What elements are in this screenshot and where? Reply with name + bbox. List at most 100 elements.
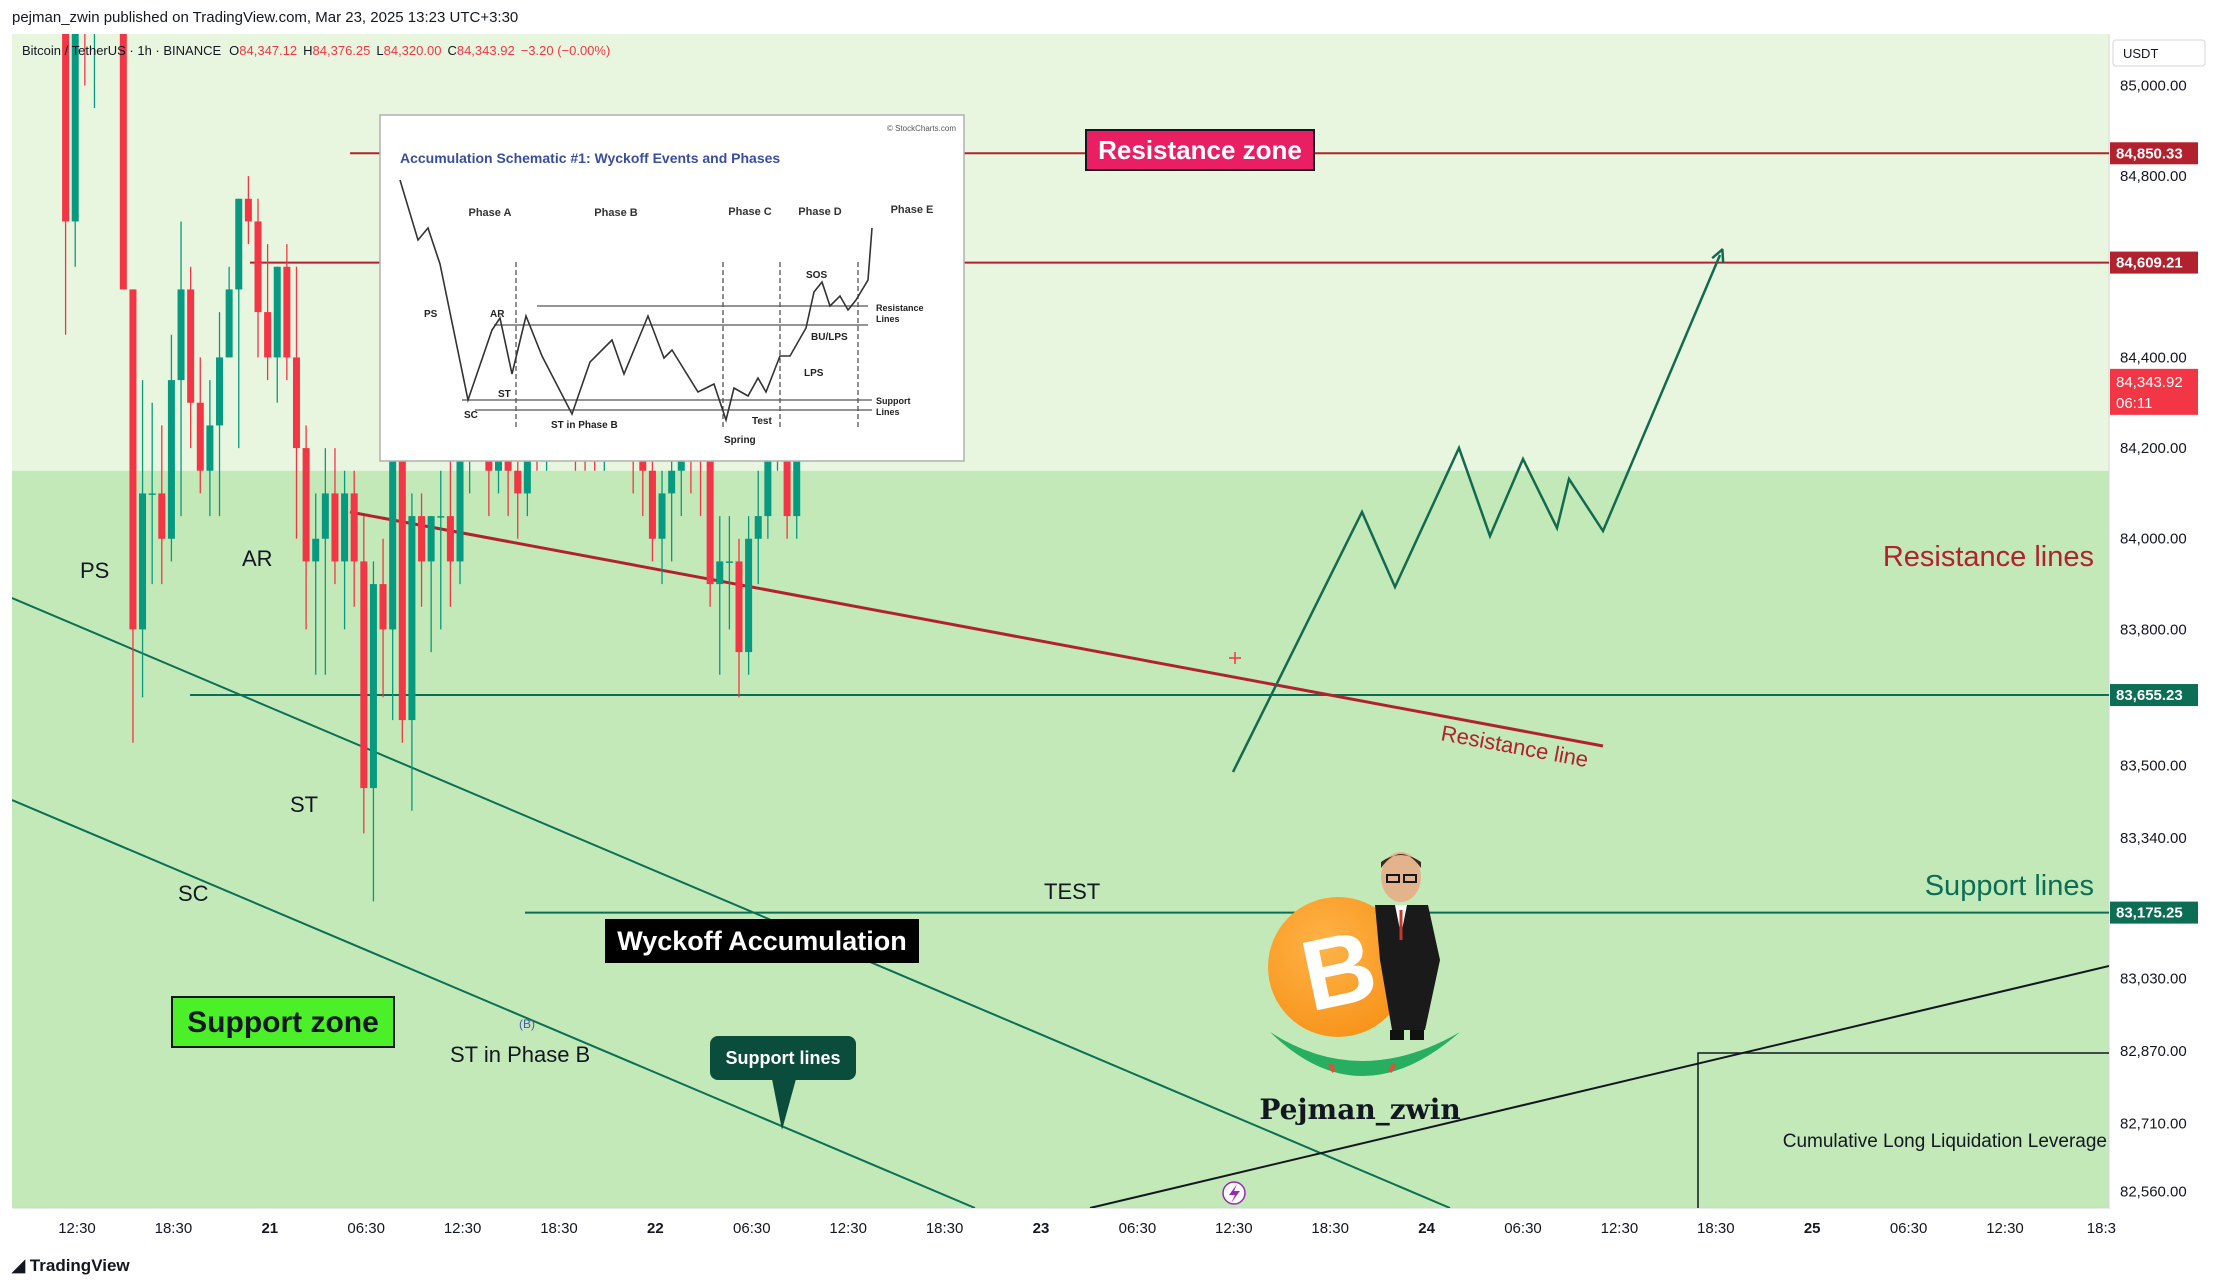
candle <box>408 493 416 811</box>
time-tick: 23 <box>1033 1220 1050 1237</box>
candle <box>84 34 86 86</box>
author-name: Pejman_zwin <box>1259 1093 1460 1126</box>
inset-label-sc: SC <box>464 410 478 421</box>
candle <box>658 470 666 585</box>
time-tick: 06:30 <box>733 1220 771 1237</box>
author-logo: B Pejman_zwin <box>1259 852 1461 1126</box>
candle <box>273 266 281 403</box>
time-tick: 18:30 <box>155 1220 193 1237</box>
candle <box>716 516 724 675</box>
time-axis[interactable]: 12:30 18:30 21 06:30 12:30 18:30 22 06:30 12:30 1… <box>0 1209 2217 1246</box>
price-tick: 84,200.00 <box>2120 440 2187 457</box>
time-tick: 25 <box>1804 1220 1821 1237</box>
footer: ◢ TradingView <box>0 1246 2217 1288</box>
neutral-zone-area <box>12 34 2109 471</box>
candle <box>283 244 291 381</box>
svg-text:Resistance zone: Resistance zone <box>1098 135 1302 165</box>
inset-title: Accumulation Schematic #1: Wyckoff Event… <box>400 150 780 166</box>
price-tick: 85,000.00 <box>2120 77 2187 94</box>
candle <box>341 470 349 630</box>
price-tick: 82,560.00 <box>2120 1184 2187 1201</box>
resistance-lines-label: Resistance lines <box>1883 541 2094 573</box>
inset-credit: © StockCharts.com <box>887 124 956 133</box>
cumulative-liquidation-label: Cumulative Long Liquidation Leverage <box>1783 1131 2107 1152</box>
inset-line-labels: Resistance Lines Support Lines <box>876 303 924 417</box>
inset-support-label: Support Lines <box>876 396 911 417</box>
candle <box>446 448 454 607</box>
inset-phases: Phase A Phase B Phase C Phase D Phase E <box>468 204 933 219</box>
inset-label-spring: Spring <box>724 435 756 446</box>
candle <box>235 198 243 449</box>
svg-text:84,343.92: 84,343.92 <box>2116 374 2183 391</box>
candle <box>427 516 435 653</box>
support-lines-callout: Support lines <box>710 1036 856 1130</box>
svg-text:83,175.25: 83,175.25 <box>2116 905 2183 922</box>
label-st-phase-b: ST in Phase B <box>450 1042 590 1067</box>
candle <box>360 516 368 834</box>
time-tick: 18:30 <box>540 1220 578 1237</box>
time-tick: 06:30 <box>1504 1220 1542 1237</box>
price-label: 84,609.21 <box>2110 251 2198 274</box>
projection-path <box>1231 255 1720 773</box>
support-lines-label: Support lines <box>1925 870 2094 902</box>
inset-phase-a: Phase A <box>468 207 511 219</box>
tradingview-logo: ◢ TradingView <box>12 1256 130 1276</box>
svg-text:USDT: USDT <box>2123 46 2158 61</box>
time-tick: 18:30 <box>1311 1220 1349 1237</box>
price-axis[interactable]: USDT 86,200.0086,000.0085,800.0085,600.0… <box>2110 34 2217 1208</box>
time-tick: 24 <box>1418 1220 1435 1237</box>
time-tick: 12:30 <box>1215 1220 1253 1237</box>
time-tick: 12:30 <box>829 1220 867 1237</box>
price-tick: 82,870.00 <box>2120 1043 2187 1060</box>
inset-labels: PS AR ST SC ST in Phase B Spring Test SO… <box>424 270 848 446</box>
candle <box>167 334 175 562</box>
candle <box>119 34 127 290</box>
candle <box>312 493 320 675</box>
candle <box>225 266 233 358</box>
last-price-label: 84,343.92 06:11 <box>2110 368 2198 415</box>
wyckoff-accumulation-label: Wyckoff Accumulation <box>605 919 919 963</box>
price-tick: 82,710.00 <box>2120 1116 2187 1133</box>
price-tick: 84,800.00 <box>2120 168 2187 185</box>
candle <box>187 266 195 449</box>
inset-phase-c: Phase C <box>728 206 771 218</box>
svg-text:84,850.33: 84,850.33 <box>2116 145 2183 162</box>
svg-text:84,609.21: 84,609.21 <box>2116 255 2183 272</box>
inset-label-bu-lps: BU/LPS <box>811 332 848 343</box>
time-tick: 12:30 <box>58 1220 96 1237</box>
svg-text:06:11: 06:11 <box>2116 395 2152 412</box>
candle <box>398 425 406 743</box>
bitcoin-icon <box>1268 897 1408 1037</box>
label-test: TEST <box>1044 879 1100 904</box>
currency-button[interactable]: USDT <box>2112 39 2206 67</box>
candle <box>437 470 445 630</box>
candle <box>244 176 252 245</box>
symbol-name: Bitcoin / TetherUS · 1h · BINANCE <box>22 43 221 58</box>
svg-text:Support zone: Support zone <box>187 1006 379 1039</box>
candle <box>71 34 79 267</box>
time-tick: 06:30 <box>1119 1220 1157 1237</box>
inset-label-lps: LPS <box>804 368 824 379</box>
candle <box>745 516 753 675</box>
time-tick: 12:30 <box>1601 1220 1639 1237</box>
price-tick: 83,030.00 <box>2120 970 2187 987</box>
time-tick: 12:30 <box>444 1220 482 1237</box>
inset-phase-e: Phase E <box>891 204 934 216</box>
logo-swoosh <box>1270 1032 1460 1076</box>
candle <box>148 402 156 585</box>
candle <box>139 380 147 698</box>
candle <box>668 448 676 562</box>
tv-logo-icon: ◢ <box>12 1256 30 1275</box>
lightning-icon[interactable] <box>1222 1181 1246 1205</box>
price-label: 84,850.33 <box>2110 142 2198 165</box>
candle <box>216 312 224 517</box>
support-zone-area <box>12 470 2109 1208</box>
support-zone-label: Support zone <box>171 996 395 1048</box>
descending-resistance-line <box>349 510 1604 748</box>
candle <box>177 221 185 517</box>
candle <box>389 425 397 721</box>
support-diagonal-1 <box>12 597 1451 1208</box>
candle <box>754 470 762 585</box>
wyckoff-event-labels: PS AR ST SC ST in Phase B TEST <box>80 546 1100 1067</box>
chart[interactable]: Bitcoin / TetherUS · 1h · BINANCE O84,347… <box>0 34 2217 1246</box>
